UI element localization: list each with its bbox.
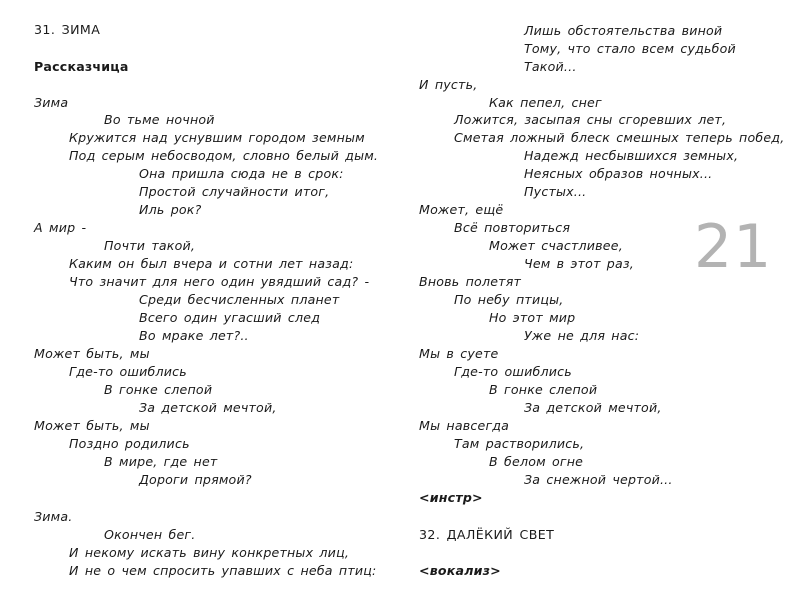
lyric-line: Пустых... xyxy=(524,184,587,199)
lyric-line: Мы навсегда xyxy=(419,418,510,433)
lyric-line: Как пепел, снег xyxy=(489,95,602,110)
lyric-line: Может быть, мы xyxy=(34,346,150,361)
lyric-line: Где-то ошиблись xyxy=(69,364,187,379)
lyric-line: Кружится над уснувшим городом земным xyxy=(69,130,365,145)
lyric-line: Сметая ложный блеск смешных теперь побед… xyxy=(454,130,785,145)
lyric-line: Во мраке лет?.. xyxy=(139,328,249,343)
lyric-line: Во тьме ночной xyxy=(104,112,215,127)
lyric-line: Зима. xyxy=(34,509,73,524)
lyric-line: Каким он был вчера и сотни лет назад: xyxy=(69,256,354,271)
lyric-line: Надежд несбывшихся земных, xyxy=(524,148,739,163)
lyric-line: Дороги прямой? xyxy=(139,472,252,487)
lyric-line: Под серым небосводом, словно белый дым. xyxy=(69,148,379,163)
lyric-line: Всего один угасший след xyxy=(139,310,321,325)
next-section-title: 32. ДАЛЁКИЙ СВЕТ xyxy=(419,527,555,542)
lyric-line: Может быть, мы xyxy=(34,418,150,433)
lyric-line: Вновь полетят xyxy=(419,274,522,289)
lyric-line: Лишь обстоятельства виной xyxy=(524,23,723,38)
lyric-line: Неясных образов ночных... xyxy=(524,166,713,181)
lyric-line: Тому, что стало всем судьбой xyxy=(524,41,736,56)
lyric-line: Зима xyxy=(34,95,69,110)
lyric-line: Всё повториться xyxy=(454,220,571,235)
lyric-line: Иль рок? xyxy=(139,202,202,217)
lyric-line: В гонке слепой xyxy=(489,382,598,397)
lyric-line: Такой... xyxy=(524,59,577,74)
lyric-line: Мы в суете xyxy=(419,346,499,361)
lyric-line: И пусть, xyxy=(419,77,478,92)
lyric-line: Ложится, засыпая сны сгоревших лет, xyxy=(454,112,727,127)
section-title: 31. ЗИМА xyxy=(34,22,101,37)
lyric-line: За детской мечтой, xyxy=(139,400,277,415)
page-number: 21 xyxy=(694,212,773,282)
role-label: Рассказчица xyxy=(34,59,129,74)
lyric-line: Чем в этот раз, xyxy=(524,256,635,271)
instrumental-marker: <инстр> xyxy=(419,490,483,505)
lyric-line: За детской мечтой, xyxy=(524,400,662,415)
lyric-line: В гонке слепой xyxy=(104,382,213,397)
lyric-line: Там растворились, xyxy=(454,436,585,451)
lyric-line: Почти такой, xyxy=(104,238,196,253)
lyric-line: Среди бесчисленных планет xyxy=(139,292,340,307)
lyric-line: И не о чем спросить упавших с неба птиц: xyxy=(69,563,377,578)
lyric-line: А мир - xyxy=(34,220,87,235)
lyric-line: Где-то ошиблись xyxy=(454,364,572,379)
lyric-line: Простой случайности итог, xyxy=(139,184,330,199)
lyric-line: В мире, где нет xyxy=(104,454,218,469)
vocalise-marker: <вокализ> xyxy=(419,563,501,578)
lyric-line: Но этот мир xyxy=(489,310,576,325)
lyric-line: В белом огне xyxy=(489,454,584,469)
lyric-line: Что значит для него один увядший сад? - xyxy=(69,274,370,289)
lyric-line: По небу птицы, xyxy=(454,292,564,307)
lyric-line: И некому искать вину конкретных лиц, xyxy=(69,545,350,560)
lyric-line: Уже не для нас: xyxy=(524,328,640,343)
lyric-line: Окончен бег. xyxy=(104,527,196,542)
lyric-line: Поздно родились xyxy=(69,436,190,451)
lyric-line: Она пришла сюда не в срок: xyxy=(139,166,344,181)
lyric-line: За снежной чертой... xyxy=(524,472,673,487)
lyric-line: Может, ещё xyxy=(419,202,504,217)
lyric-line: Может счастливее, xyxy=(489,238,623,253)
